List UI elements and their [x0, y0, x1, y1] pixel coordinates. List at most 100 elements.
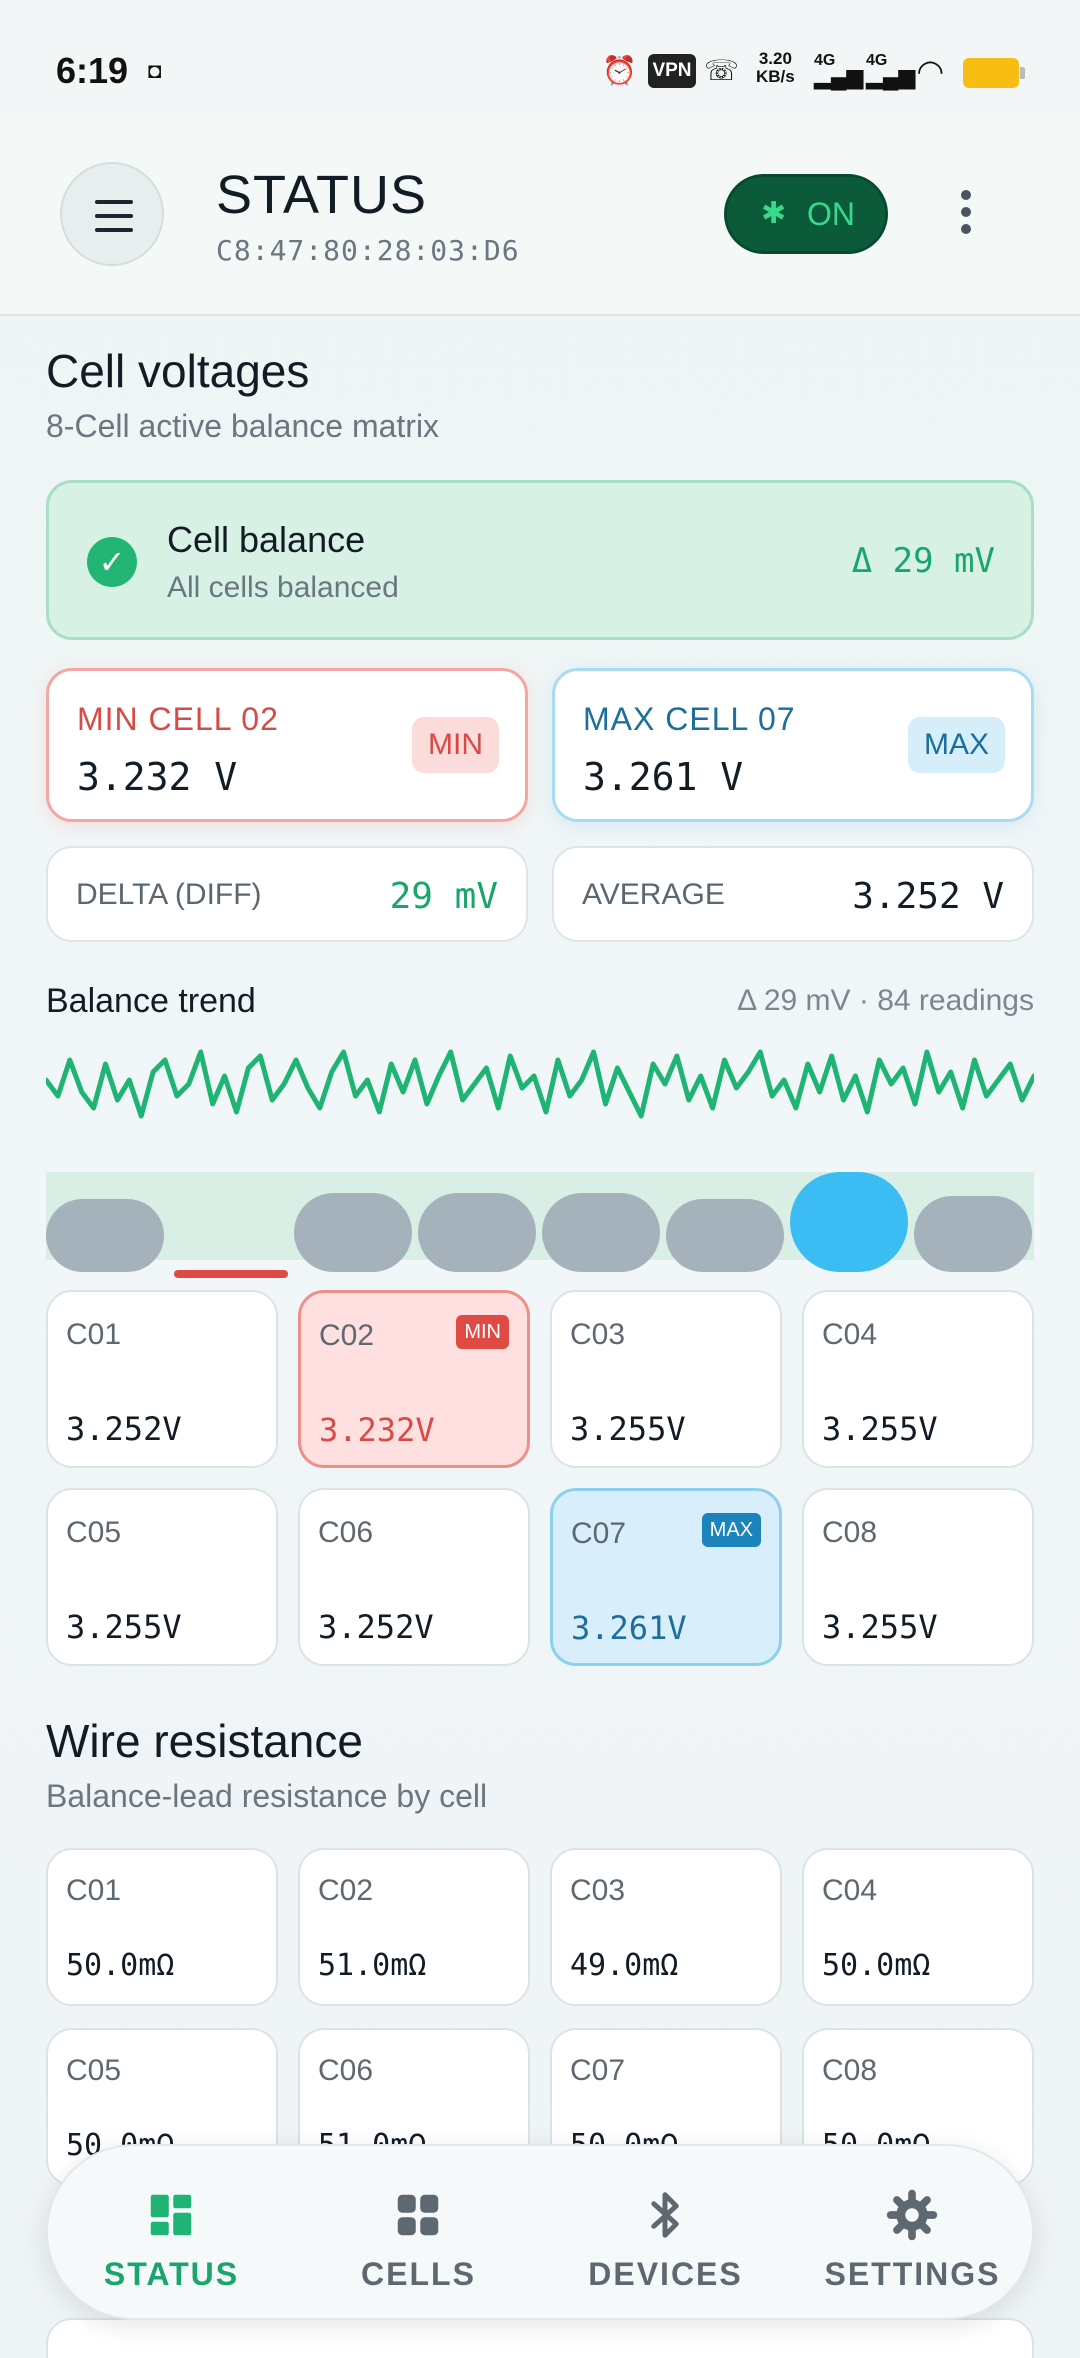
cell-voltage: 3.255V	[822, 1410, 938, 1448]
cell-name: C08	[822, 1516, 878, 1549]
average-card: AVERAGE 3.252 V	[552, 846, 1034, 942]
cell-name: C03	[570, 1318, 626, 1351]
net-type-2: 4G	[866, 52, 888, 69]
resistance-cell-name: C08	[822, 2054, 878, 2087]
cell-bar-c05	[542, 1193, 660, 1272]
min-cell-card: MIN CELL 02 3.232 V MIN	[46, 668, 528, 822]
cell-voltage: 3.255V	[66, 1608, 182, 1646]
cell-name: C02	[319, 1319, 375, 1352]
check-circle-icon: ✓	[87, 537, 137, 587]
bluetooth-status-label: ON	[807, 196, 855, 232]
device-mac-address: C8:47:80:28:03:D6	[216, 234, 520, 267]
resistance-value: 51.0mΩ	[318, 1948, 427, 1983]
cell-balance-card: ✓ Cell balance All cells balanced Δ 29 m…	[46, 480, 1034, 640]
resistance-cell-name: C01	[66, 1874, 122, 1907]
resistance-tile-c02[interactable]: C02 51.0mΩ	[298, 1848, 530, 2006]
trend-line	[46, 1049, 1034, 1119]
cell-bar-c07	[790, 1172, 908, 1272]
cell-tile-c07[interactable]: C07 3.261V MAX	[550, 1488, 782, 1666]
resistance-cell-name: C06	[318, 2054, 374, 2087]
section-subtitle-wire-resistance: Balance-lead resistance by cell	[46, 1778, 488, 1814]
nav-item-cells[interactable]: CELLS	[295, 2146, 542, 2322]
nav-label: STATUS	[103, 2256, 240, 2292]
bluetooth-icon	[638, 2188, 692, 2242]
cell-voltage: 3.261V	[571, 1609, 687, 1647]
cell-voltage: 3.232V	[319, 1411, 435, 1449]
resistance-value: 50.0mΩ	[66, 1948, 175, 1983]
more-vert-icon[interactable]	[954, 190, 978, 242]
resistance-value: 50.0mΩ	[822, 1948, 931, 1983]
cell-tile-c04[interactable]: C04 3.255V	[802, 1290, 1034, 1468]
max-cell-card: MAX CELL 07 3.261 V MAX	[552, 668, 1034, 822]
menu-icon	[95, 200, 133, 204]
page-title: STATUS	[216, 165, 428, 225]
nav-item-settings[interactable]: SETTINGS	[789, 2146, 1036, 2322]
alarm-icon: ⏰	[602, 55, 637, 86]
resistance-cell-name: C05	[66, 2054, 122, 2087]
system-status-bar: 6:19 ◘ ⏰ VPN ☏ 3.20 KB/s 4G ▂▄▆ 4G ▂▄▆ ◠	[0, 0, 1080, 112]
delta-card: DELTA (DIFF) 29 mV	[46, 846, 528, 942]
min-tag: MIN	[412, 717, 499, 773]
next-section-card	[46, 2318, 1034, 2358]
bluetooth-toggle[interactable]: ✱ ON	[724, 174, 888, 254]
average-label: AVERAGE	[582, 878, 725, 911]
signal-icon-1: ▂▄▆	[814, 64, 864, 89]
signal-icon-2: ▂▄▆	[866, 64, 916, 89]
cell-balance-status: All cells balanced	[167, 571, 399, 604]
cell-tile-c02[interactable]: C02 3.232V MIN	[298, 1290, 530, 1468]
balance-trend-title: Balance trend	[46, 982, 256, 1020]
nav-label: CELLS	[361, 2256, 476, 2292]
battery-icon	[963, 58, 1025, 88]
cell-bar-c06	[666, 1199, 784, 1272]
cell-balance-title: Cell balance	[167, 519, 366, 560]
menu-button[interactable]	[60, 162, 164, 266]
nav-label: DEVICES	[588, 2256, 743, 2292]
resistance-cell-name: C04	[822, 1874, 878, 1907]
max-tag: MAX	[907, 717, 1005, 773]
cell-bar-c02	[174, 1270, 288, 1278]
resistance-cell-name: C02	[318, 1874, 374, 1907]
resistance-cell-name: C07	[570, 2054, 626, 2087]
cell-voltage: 3.252V	[66, 1410, 182, 1448]
cell-bar-c03	[294, 1193, 412, 1272]
cell-bar-c04	[418, 1193, 536, 1272]
cell-tile-c08[interactable]: C08 3.255V	[802, 1488, 1034, 1666]
max-cell-label: MAX CELL 07	[583, 701, 796, 737]
cell-tile-c03[interactable]: C03 3.255V	[550, 1290, 782, 1468]
dashboard-icon	[144, 2188, 198, 2242]
gear-icon	[885, 2188, 939, 2242]
section-title-cell-voltages: Cell voltages	[46, 345, 310, 397]
cell-balance-delta: Δ 29 mV	[851, 541, 995, 581]
balance-trend-meta: Δ 29 mV · 84 readings	[737, 984, 1034, 1017]
nav-item-status[interactable]: STATUS	[48, 2146, 295, 2322]
bluetooth-icon: ✱	[761, 197, 787, 230]
resistance-tile-c04[interactable]: C04 50.0mΩ	[802, 1848, 1034, 2006]
min-cell-label: MIN CELL 02	[77, 701, 279, 737]
cell-badge: MAX	[701, 1513, 761, 1547]
grid-icon	[391, 2188, 445, 2242]
cell-name: C06	[318, 1516, 374, 1549]
average-value: 3.252 V	[852, 876, 1004, 917]
resistance-tile-c01[interactable]: C01 50.0mΩ	[46, 1848, 278, 2006]
resistance-cell-name: C03	[570, 1874, 626, 1907]
cell-name: C01	[66, 1318, 122, 1351]
cell-name: C04	[822, 1318, 878, 1351]
cell-tile-c06[interactable]: C06 3.252V	[298, 1488, 530, 1666]
cell-tile-c05[interactable]: C05 3.255V	[46, 1488, 278, 1666]
nav-label: SETTINGS	[824, 2256, 1001, 2292]
net-type-1: 4G	[814, 52, 836, 69]
app-header: STATUS C8:47:80:28:03:D6 ✱ ON	[0, 112, 1080, 316]
nav-item-devices[interactable]: DEVICES	[542, 2146, 789, 2322]
section-subtitle-cell-voltages: 8-Cell active balance matrix	[46, 408, 440, 444]
resistance-tile-c03[interactable]: C03 49.0mΩ	[550, 1848, 782, 2006]
cell-name: C07	[571, 1517, 627, 1550]
delta-label: DELTA (DIFF)	[76, 878, 262, 911]
cell-badge: MIN	[456, 1315, 509, 1349]
vpn-badge: VPN	[648, 54, 696, 88]
wifi-call-icon: ☏	[704, 55, 740, 86]
bottom-navigation: STATUS CELLS DEVICES SETTINGS	[46, 2144, 1034, 2320]
cell-tile-c01[interactable]: C01 3.252V	[46, 1290, 278, 1468]
delta-value: 29 mV	[389, 876, 498, 917]
max-cell-value: 3.261 V	[583, 755, 744, 799]
cell-voltage: 3.255V	[570, 1410, 686, 1448]
